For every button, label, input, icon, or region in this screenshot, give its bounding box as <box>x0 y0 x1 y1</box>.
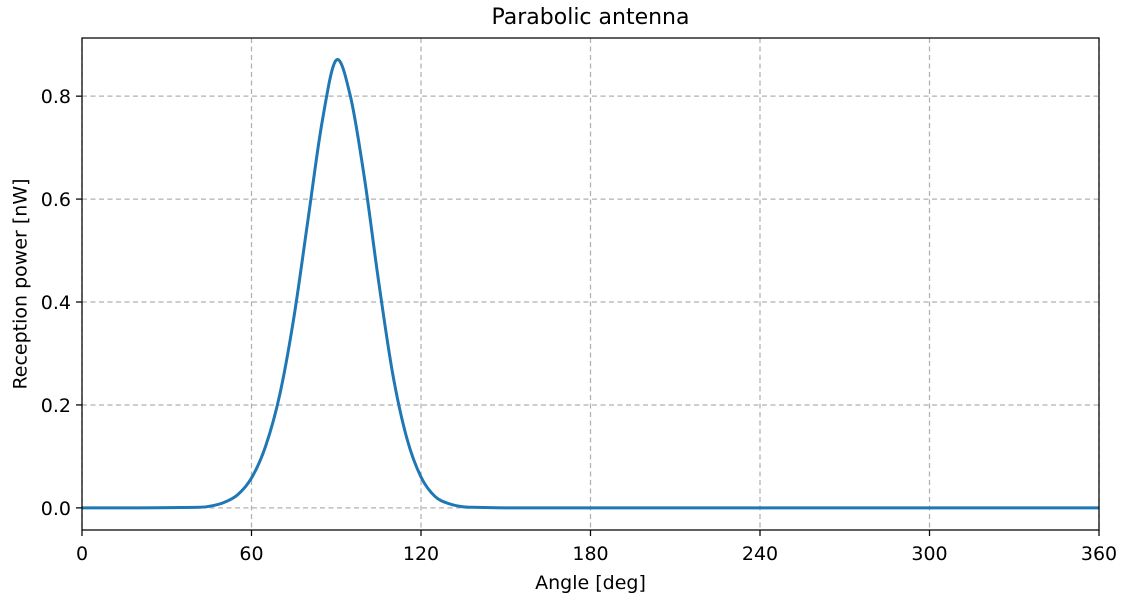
series-layer <box>81 58 1099 510</box>
series-line <box>81 58 1099 510</box>
y-tick-label: 0.4 <box>41 292 71 314</box>
y-tick-label: 0.0 <box>41 498 71 520</box>
x-tick-label: 120 <box>403 543 439 565</box>
chart-title: Parabolic antenna <box>492 5 690 30</box>
y-axis-label: Reception power [nW] <box>10 178 32 389</box>
y-tick-label: 0.6 <box>41 189 71 211</box>
x-tick-label: 0 <box>76 543 88 565</box>
x-axis-label: Angle [deg] <box>535 572 646 594</box>
x-tick-label: 300 <box>911 543 947 565</box>
x-tick-label: 360 <box>1081 543 1117 565</box>
x-tick-label: 240 <box>742 543 778 565</box>
y-tick-label: 0.8 <box>41 86 71 108</box>
ticks: 0 60 120 180 240 300 360 0.0 0.2 0.4 0.6 0.8 <box>41 86 1117 565</box>
y-tick-label: 0.2 <box>41 395 71 417</box>
x-tick-label: 180 <box>572 543 608 565</box>
x-tick-label: 60 <box>239 543 263 565</box>
